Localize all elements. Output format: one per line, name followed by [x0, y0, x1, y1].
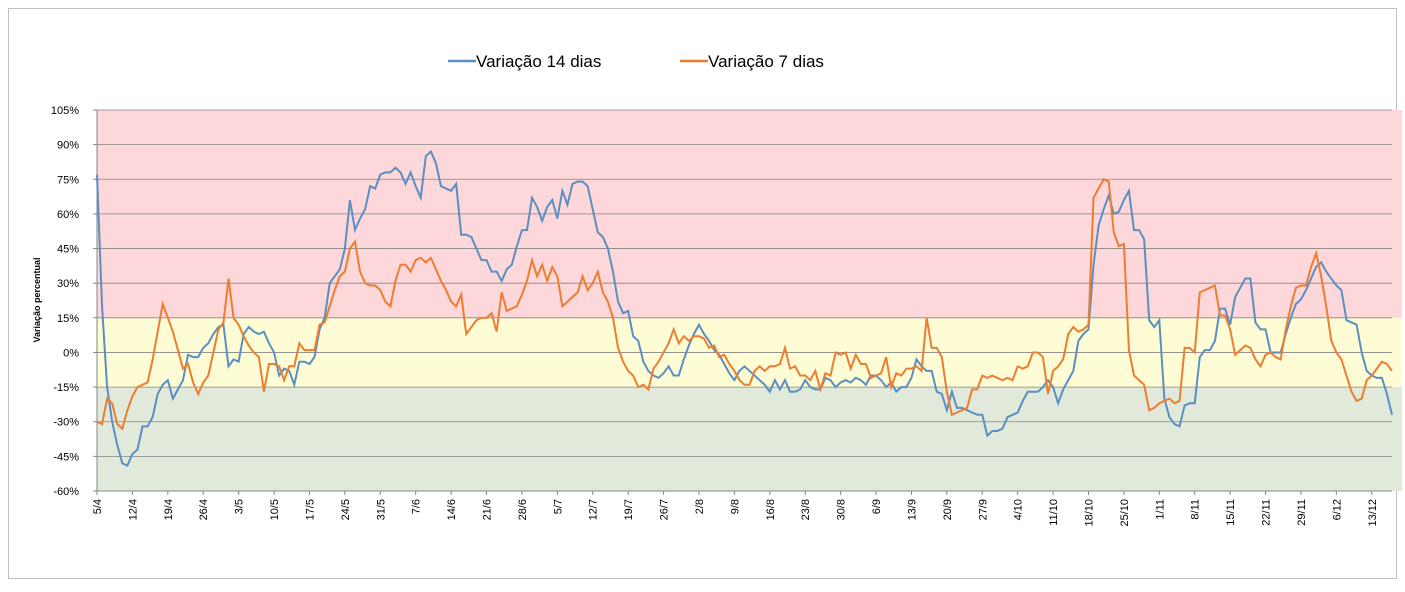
y-tick-label: -60% [53, 486, 79, 498]
x-tick-label: 16/8 [765, 499, 777, 520]
x-tick-label: 13/12 [1367, 499, 1379, 527]
x-tick-label: 28/6 [517, 499, 529, 520]
y-tick-label: -45% [53, 451, 79, 463]
data-line [96, 149, 1393, 467]
x-tick-label: 1/11 [1154, 499, 1166, 520]
x-tick-label: 25/10 [1119, 499, 1131, 527]
y-tick-label: 15% [57, 313, 79, 325]
x-tick-label: 23/8 [800, 499, 812, 520]
x-tick-label: 31/5 [375, 499, 387, 520]
x-tick-label: 6/9 [871, 499, 883, 514]
y-tick-label: 75% [57, 174, 79, 186]
y-tick-label: 60% [57, 209, 79, 221]
x-tick-label: 14/6 [446, 499, 458, 520]
x-tick-label: 21/6 [482, 499, 494, 520]
data-line [96, 177, 1393, 431]
x-tick-label: 12/7 [588, 499, 600, 520]
x-tick-label: 2/8 [694, 499, 706, 514]
x-tick-label: 5/7 [552, 499, 564, 514]
x-tick-label: 11/10 [1048, 499, 1060, 526]
threshold-band [97, 387, 1402, 491]
x-tick-label: 30/8 [836, 499, 848, 520]
x-tick-label: 12/4 [127, 499, 139, 520]
x-tick-label: 9/8 [729, 499, 741, 514]
y-tick-label: -15% [53, 382, 79, 394]
x-tick-label: 13/9 [906, 499, 918, 520]
x-tick-label: 19/4 [163, 499, 175, 520]
x-tick-label: 4/10 [1013, 499, 1025, 520]
y-tick-label: 90% [57, 140, 79, 152]
legend-label: Variação 7 dias [708, 52, 824, 71]
x-tick-label: 17/5 [304, 499, 316, 520]
x-tick-label: 19/7 [623, 499, 635, 520]
y-tick-label: 0% [63, 347, 79, 359]
y-tick-label: -30% [53, 417, 79, 429]
x-tick-label: 18/10 [1083, 499, 1095, 527]
x-tick-label: 24/5 [340, 499, 352, 520]
x-tick-label: 27/9 [977, 499, 989, 520]
x-tick-label: 6/12 [1331, 499, 1343, 520]
x-tick-label: 26/4 [198, 499, 210, 520]
y-axis-title: Variação percentual [32, 257, 42, 342]
x-tick-label: 10/5 [269, 499, 281, 520]
y-tick-label: 30% [57, 278, 79, 290]
x-tick-label: 3/5 [234, 499, 246, 514]
x-tick-label: 8/11 [1190, 499, 1202, 520]
x-tick-label: 26/7 [659, 499, 671, 520]
x-tick-label: 15/11 [1225, 499, 1237, 526]
legend-label: Variação 14 dias [476, 52, 601, 71]
x-tick-label: 22/11 [1261, 499, 1273, 526]
x-tick-label: 29/11 [1296, 499, 1308, 526]
x-tick-label: 5/4 [92, 499, 104, 514]
y-tick-label: 45% [57, 244, 79, 256]
x-tick-label: 20/9 [942, 499, 954, 520]
y-tick-label: 105% [51, 105, 79, 117]
x-tick-label: 7/6 [411, 499, 423, 514]
